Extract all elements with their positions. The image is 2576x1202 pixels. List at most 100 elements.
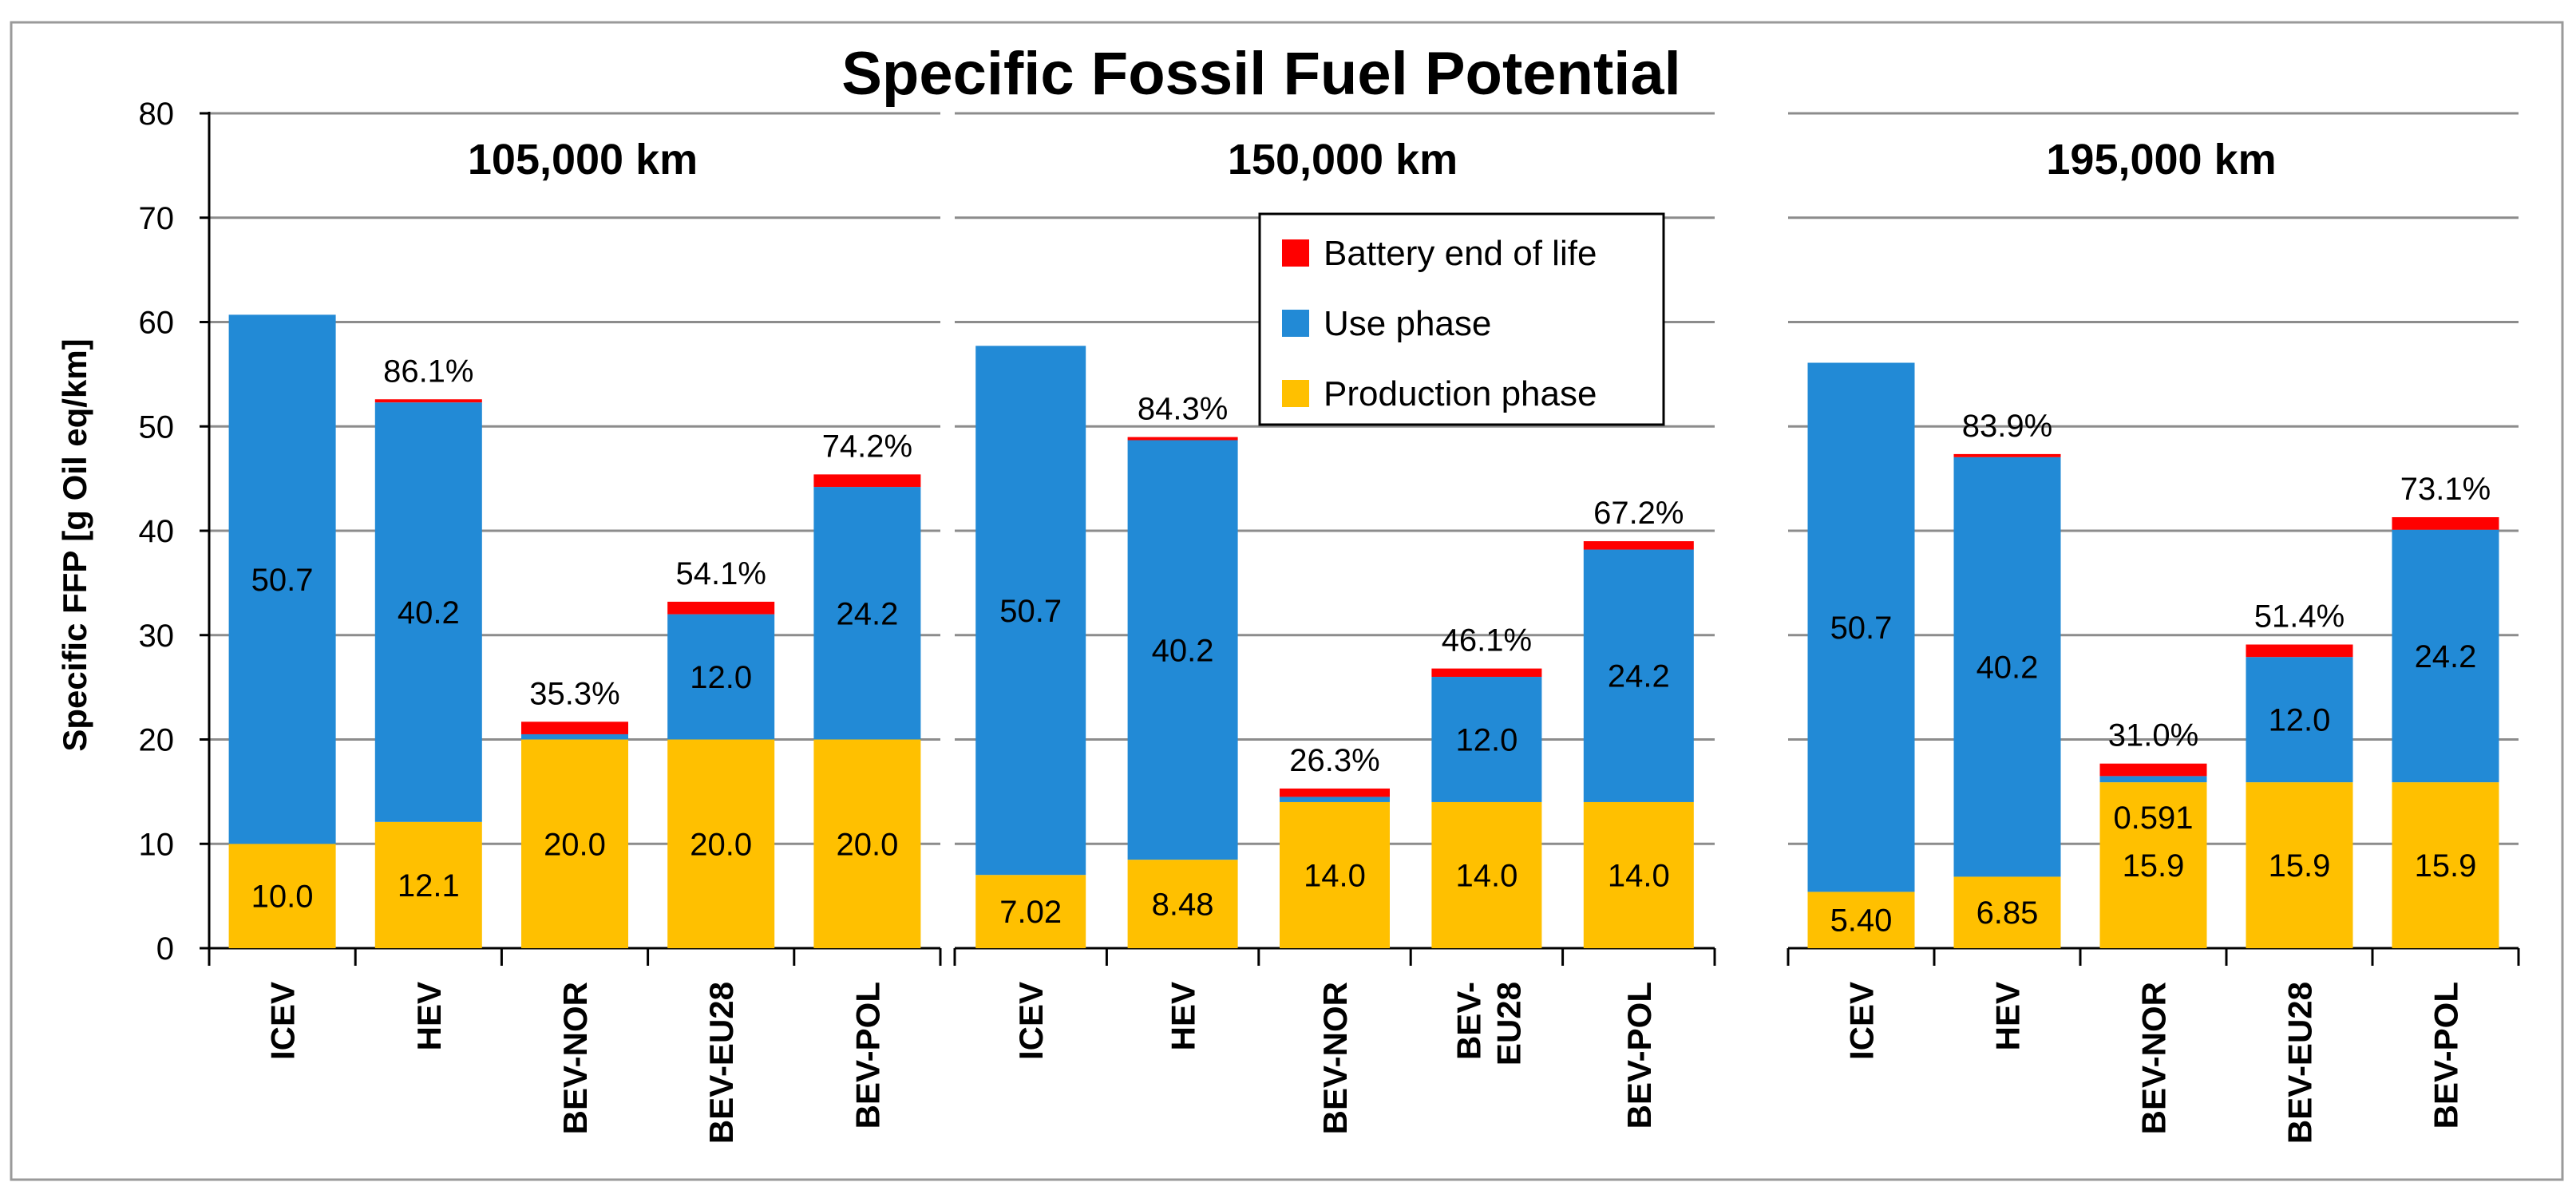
percent-label: 84.3% <box>1138 392 1228 427</box>
bar-battery <box>2392 517 2499 530</box>
bar-battery <box>813 474 921 488</box>
production-value-label: 15.9 <box>2123 848 2185 884</box>
bar-battery <box>667 601 775 615</box>
bar-use <box>1583 549 1694 802</box>
bar-battery <box>1953 453 2061 457</box>
production-value-label: 5.40 <box>1830 903 1893 939</box>
category-label: BEV-EU28 <box>1450 982 1527 1066</box>
percent-label: 74.2% <box>822 429 912 464</box>
category-label-part: EU28 <box>1490 982 1527 1066</box>
percent-label: 35.3% <box>529 676 619 711</box>
bar-production <box>2099 782 2207 948</box>
bars <box>228 314 2499 948</box>
bar-use <box>2099 776 2207 783</box>
production-value-label: 6.85 <box>1977 896 2039 931</box>
bar-battery <box>1583 541 1694 550</box>
use-value-label: 50.7 <box>999 594 1062 629</box>
production-value-label: 20.0 <box>690 827 752 862</box>
bar-production <box>2392 782 2499 948</box>
use-value-label: 40.2 <box>1977 650 2039 686</box>
percent-label: 54.1% <box>675 556 766 591</box>
y-tick-label: 80 <box>139 97 175 132</box>
production-value-label: 10.0 <box>251 880 314 915</box>
category-label: BEV-POL <box>2428 982 2465 1129</box>
bar-production <box>1953 876 2061 948</box>
category-label: ICEV <box>264 982 302 1060</box>
bar-production <box>813 739 921 948</box>
y-tick-label: 40 <box>139 514 175 549</box>
bar-production <box>2246 782 2353 948</box>
percent-label: 83.9% <box>1962 409 2052 444</box>
production-value-label: 15.9 <box>2269 848 2331 884</box>
bar-use <box>2246 657 2353 783</box>
bar-battery <box>374 399 482 403</box>
y-tick-label: 10 <box>139 827 175 862</box>
bar-battery <box>1127 437 1238 441</box>
production-value-label: 12.1 <box>398 868 460 903</box>
bar-production <box>1583 801 1694 948</box>
y-tick-label: 0 <box>156 931 174 967</box>
category-label: BEV-POL <box>849 982 886 1129</box>
production-value-label: 14.0 <box>1455 858 1518 893</box>
use-value-label: 12.0 <box>690 660 752 695</box>
bar-use <box>228 314 336 844</box>
legend-swatch <box>1282 239 1309 267</box>
labels: 105,000 km 10.0 50.7 ICEV 12.1 40.2 86.1% HEV 20… <box>251 136 2491 1144</box>
use-value-label: 40.2 <box>1152 633 1214 668</box>
y-axis-label: Specific FFP [g Oil eq/km] <box>56 338 93 751</box>
percent-label: 26.3% <box>1289 743 1379 778</box>
group-title: 150,000 km <box>1228 136 1458 184</box>
bar-use <box>1431 677 1542 802</box>
use-value-label: 40.2 <box>398 595 460 631</box>
y-tick-label: 60 <box>139 306 175 341</box>
bar-battery <box>1280 788 1390 797</box>
bar-battery <box>2099 763 2207 777</box>
bar-production <box>228 844 336 948</box>
use-value-label: 24.2 <box>1608 659 1670 694</box>
bar-production <box>1280 801 1390 948</box>
production-value-label: 15.9 <box>2415 848 2477 884</box>
percent-label: 73.1% <box>2400 472 2491 507</box>
bar-battery <box>521 722 628 734</box>
bar-battery <box>1431 668 1542 678</box>
percent-label: 86.1% <box>383 354 473 389</box>
category-label: BEV-EU28 <box>702 982 740 1144</box>
category-label: ICEV <box>1843 982 1881 1060</box>
category-label: BEV-NOR <box>2135 982 2173 1134</box>
legend-swatch <box>1282 380 1309 407</box>
bar-production <box>374 821 482 948</box>
y-tick-label: 20 <box>139 723 175 758</box>
category-label: BEV-NOR <box>1316 982 1354 1134</box>
use-value-label: 0.591 <box>2113 801 2193 836</box>
production-value-label: 14.0 <box>1608 858 1670 893</box>
bar-production <box>1807 892 1915 948</box>
use-value-label: 24.2 <box>836 596 898 631</box>
legend-swatch <box>1282 310 1309 337</box>
production-value-label: 14.0 <box>1304 858 1366 893</box>
bar-use <box>667 614 775 740</box>
chart-title: Specific Fossil Fuel Potential <box>841 40 1681 108</box>
bar-production <box>975 875 1086 948</box>
bar-production <box>1127 860 1238 948</box>
category-label: HEV <box>1165 982 1202 1050</box>
bar-production <box>521 739 628 948</box>
category-label: BEV-EU28 <box>2281 982 2319 1144</box>
y-tick-label: 50 <box>139 409 175 445</box>
group-title: 105,000 km <box>468 136 698 184</box>
legend-box <box>1258 212 1665 426</box>
category-label: BEV-NOR <box>556 982 594 1134</box>
percent-label: 46.1% <box>1442 623 1532 658</box>
category-label: HEV <box>1989 982 2027 1050</box>
percent-label: 51.4% <box>2254 599 2345 635</box>
percent-label: 31.0% <box>2108 718 2198 753</box>
production-value-label: 7.02 <box>999 895 1062 930</box>
bar-use <box>1953 457 2061 877</box>
bar-use <box>1127 440 1238 860</box>
production-value-label: 20.0 <box>544 827 606 862</box>
bar-production <box>1431 801 1542 948</box>
bar-use <box>813 487 921 740</box>
bar-battery <box>2246 644 2353 658</box>
y-tick-label: 30 <box>139 619 175 654</box>
